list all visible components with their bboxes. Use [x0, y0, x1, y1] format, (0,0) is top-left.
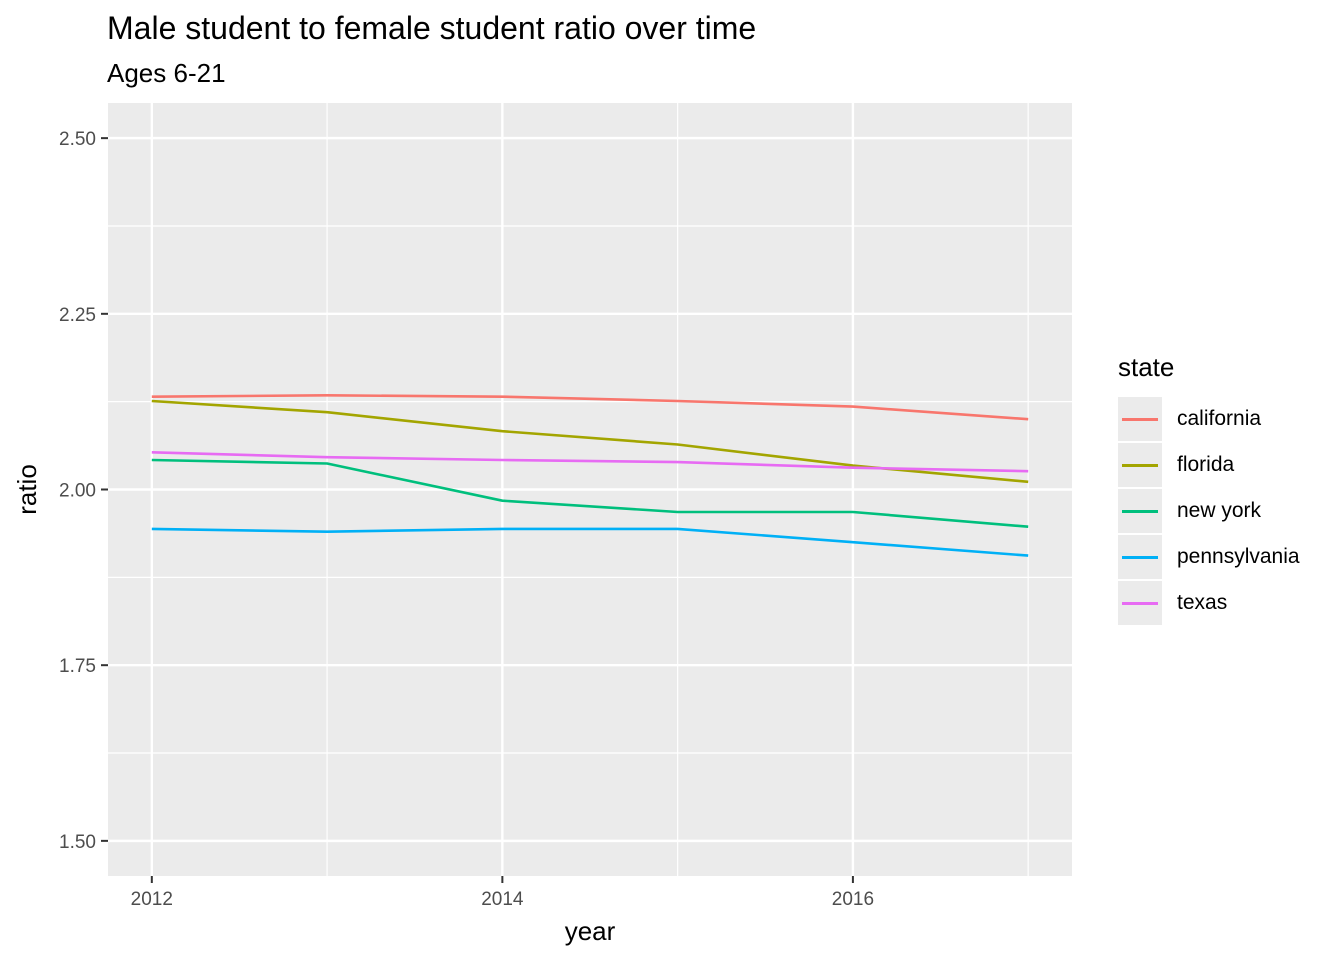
legend-item-florida: florida: [1118, 442, 1300, 488]
legend-swatch: [1122, 510, 1158, 513]
legend-key: [1118, 535, 1162, 579]
legend-swatch: [1122, 602, 1158, 605]
legend: california florida new york pennsylvania tex…: [1118, 396, 1300, 626]
legend-key: [1118, 443, 1162, 487]
y-tick-label: 1.50: [59, 832, 96, 853]
legend-title: state: [1118, 352, 1175, 382]
y-axis-title: ratio: [12, 464, 42, 515]
chart-subtitle: Ages 6-21: [107, 58, 226, 88]
series-line-new-york: [151, 458, 1029, 528]
legend-item-texas: texas: [1118, 580, 1300, 626]
legend-label: texas: [1177, 591, 1228, 614]
series-line-california: [151, 393, 1029, 421]
legend-label: california: [1177, 407, 1262, 430]
y-tick-label: 2.00: [59, 481, 96, 502]
legend-item-new-york: new york: [1118, 488, 1300, 534]
x-tick-label: 2014: [481, 889, 524, 910]
series-line-texas: [151, 451, 1029, 473]
y-tick-label: 2.50: [59, 129, 96, 150]
x-tick-label: 2012: [131, 889, 173, 910]
legend-key: [1118, 489, 1162, 533]
legend-swatch: [1122, 418, 1158, 421]
chart-title: Male student to female student ratio ove…: [107, 10, 757, 46]
legend-swatch: [1122, 556, 1158, 559]
series-line-pennsylvania: [151, 527, 1029, 557]
legend-swatch: [1122, 464, 1158, 467]
y-tick-label: 1.75: [59, 656, 96, 677]
x-tick-label: 2016: [832, 889, 874, 910]
legend-label: pennsylvania: [1177, 545, 1300, 568]
x-axis-title: year: [565, 916, 616, 946]
legend-item-california: california: [1118, 396, 1300, 442]
y-tick-label: 2.25: [59, 305, 96, 326]
legend-key: [1118, 581, 1162, 625]
legend-item-pennsylvania: pennsylvania: [1118, 534, 1300, 580]
legend-label: new york: [1177, 499, 1262, 522]
legend-key: [1118, 397, 1162, 441]
legend-label: florida: [1177, 453, 1235, 476]
